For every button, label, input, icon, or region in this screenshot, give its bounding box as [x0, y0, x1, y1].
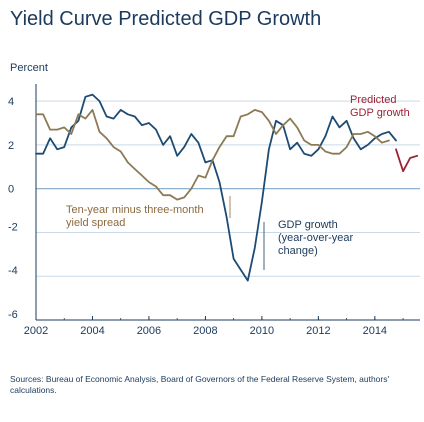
source-note: Sources: Bureau of Economic Analysis, Bo… [10, 374, 390, 395]
series-line-2 [395, 148, 419, 173]
annotation-1: Ten-year minus three-month yield spread [66, 204, 204, 229]
x-tick-label: 2008 [193, 325, 217, 337]
y-tick-label: 2 [8, 140, 14, 152]
x-tick-label: 2002 [24, 325, 48, 337]
y-axis-label: Percent [10, 62, 48, 74]
y-tick-label: 0 [8, 184, 14, 196]
annotations: Predicted GDP growth Ten-year minus three-… [66, 94, 410, 270]
series-lines [35, 93, 419, 282]
y-tick-label: -6 [8, 309, 18, 321]
axes [35, 84, 420, 321]
tick-labels: 4 2 0 -2 -4 -6 2002 2004 2006 2008 2010 2012 2014 [8, 96, 387, 337]
series-line-0 [35, 93, 397, 282]
y-tick-label: 4 [8, 96, 14, 108]
annotation-0: Predicted GDP growth [350, 94, 410, 119]
y-tick-label: -2 [8, 221, 18, 233]
x-tick-label: 2004 [80, 325, 104, 337]
x-tick-label: 2014 [363, 325, 387, 337]
chart-title: Yield Curve Predicted GDP Growth [10, 8, 322, 30]
x-tick-label: 2006 [137, 325, 161, 337]
y-tick-label: -4 [8, 265, 18, 277]
grid-lines [36, 100, 420, 277]
x-tick-label: 2010 [250, 325, 274, 337]
x-tick-label: 2012 [306, 325, 330, 337]
annotation-2: GDP growth (year-over-year change) [278, 219, 354, 257]
series-line-1 [35, 109, 390, 201]
